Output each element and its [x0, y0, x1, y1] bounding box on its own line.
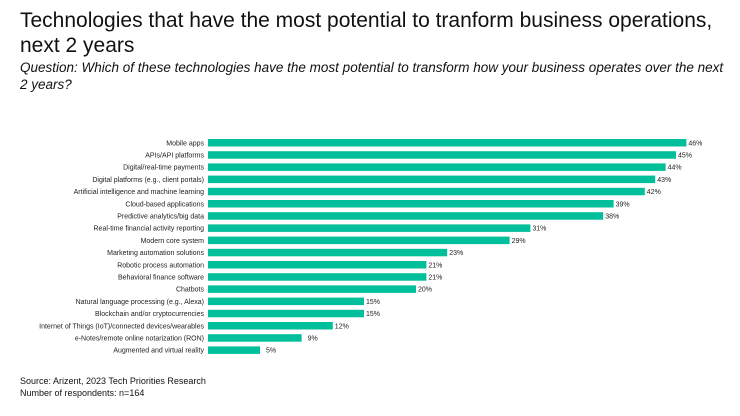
category-label: e-Notes/remote online notarization (RON)	[75, 335, 204, 342]
value-label: 43%	[657, 177, 671, 184]
value-label: 15%	[366, 311, 380, 318]
value-label: 46%	[688, 140, 702, 147]
bar	[208, 151, 676, 159]
chart-title: Technologies that have the most potentia…	[20, 9, 713, 57]
value-label: 5%	[266, 348, 276, 355]
value-label: 12%	[335, 323, 349, 330]
category-label: Blockchain and/or cryptocurrencies	[95, 311, 204, 318]
bar	[208, 309, 364, 318]
respondents-text: Number of respondents: n=164	[20, 388, 145, 398]
bar	[208, 273, 427, 281]
category-label: Digital platforms (e.g., client portals)	[92, 177, 204, 184]
bar	[208, 236, 510, 245]
bar	[208, 187, 645, 196]
category-label: Modern core system	[141, 238, 205, 245]
bar	[208, 322, 333, 330]
value-label: 29%	[512, 238, 526, 245]
category-label: Robotic process automation	[117, 262, 204, 269]
bar	[208, 346, 260, 354]
category-label: Digital/real-time payments	[123, 165, 204, 172]
category-label: Chatbots	[176, 287, 205, 294]
bar	[208, 212, 604, 220]
value-label: 20%	[418, 287, 432, 294]
value-label: 44%	[668, 165, 682, 172]
value-label: 38%	[605, 213, 619, 220]
category-label: Predictive analytics/big data	[117, 213, 204, 220]
source-text: Source: Arizent, 2023 Tech Priorities Re…	[20, 376, 206, 386]
source-note: Source: Arizent, 2023 Tech Priorities Re…	[20, 375, 206, 399]
bar	[208, 200, 614, 208]
bar	[208, 224, 531, 232]
value-label: 21%	[428, 274, 442, 281]
category-label: Artificial intelligence and machine lear…	[74, 189, 204, 196]
category-label: Augmented and virtual reality	[113, 348, 204, 355]
category-label: Natural language processing (e.g., Alexa…	[76, 299, 204, 306]
category-label: APIs/API platforms	[145, 152, 204, 159]
value-label: 9%	[308, 335, 318, 342]
bar	[208, 261, 427, 269]
bar	[208, 175, 656, 184]
category-label: Real-time financial activity reporting	[94, 226, 205, 233]
category-label: Marketing automation solutions	[107, 250, 204, 257]
bar	[208, 163, 666, 171]
value-label: 21%	[428, 262, 442, 269]
bar	[208, 139, 687, 147]
bar	[208, 297, 364, 306]
chart-subtitle: Question: Which of these technologies ha…	[20, 60, 724, 92]
category-label: Internet of Things (IoT)/connected devic…	[39, 323, 204, 330]
category-label: Mobile apps	[166, 140, 204, 147]
category-label: Behavioral finance software	[118, 274, 204, 281]
category-label: Cloud-based applications	[125, 201, 204, 208]
value-label: 15%	[366, 299, 380, 306]
bar	[208, 334, 302, 342]
value-label: 31%	[532, 226, 546, 233]
value-label: 23%	[449, 250, 463, 257]
bar-chart: Mobile apps 46% APIs/API platforms 45% Digit…	[39, 139, 702, 355]
value-label: 45%	[678, 152, 692, 159]
bar	[208, 248, 448, 257]
bar	[208, 285, 416, 293]
value-label: 39%	[616, 201, 630, 208]
value-label: 42%	[647, 189, 661, 196]
